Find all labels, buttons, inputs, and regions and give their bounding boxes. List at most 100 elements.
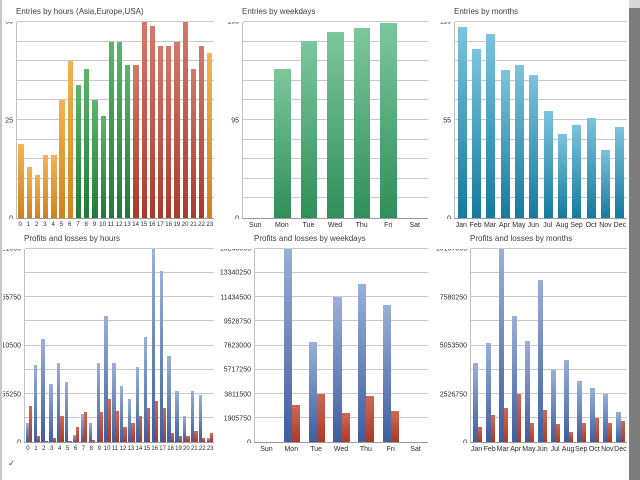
x-tick-label: Fri xyxy=(386,446,395,453)
x-tick-label: 16 xyxy=(151,446,159,452)
category-slot xyxy=(402,22,428,218)
gridline xyxy=(17,197,214,199)
gridline xyxy=(455,177,627,179)
bar xyxy=(41,339,45,442)
x-tick-label: 3 xyxy=(43,222,47,228)
category-slot xyxy=(120,249,128,442)
bar xyxy=(206,437,211,442)
x-tick-label: 13 xyxy=(127,446,135,452)
category-slot xyxy=(42,22,50,218)
x-tick-label: 1 xyxy=(26,222,31,228)
bar xyxy=(116,41,123,218)
x-tick-label: 22 xyxy=(198,222,205,228)
plot-area xyxy=(24,248,214,443)
bar xyxy=(202,437,206,442)
plot-area xyxy=(242,21,428,219)
category-slot xyxy=(584,22,598,218)
bar xyxy=(380,23,397,218)
gridline xyxy=(17,40,214,42)
chart-title: Entries by weekdays xyxy=(242,7,316,16)
x-tick-label: Nov xyxy=(601,446,614,453)
x-tick-label: 11 xyxy=(111,446,119,452)
vertical-scrollbar[interactable] xyxy=(629,0,640,480)
bar xyxy=(147,407,151,442)
bar xyxy=(472,48,481,218)
bar xyxy=(198,45,205,218)
bar xyxy=(568,431,573,442)
category-slot xyxy=(112,249,120,442)
gridline xyxy=(471,344,627,346)
y-axis: 10107000 7580250 5053500 2526750 0 xyxy=(431,249,469,443)
x-tick-label: Thu xyxy=(359,446,372,453)
x-tick-label: Aug xyxy=(555,222,569,229)
y-tick-label: 0 xyxy=(463,439,467,444)
bar xyxy=(194,431,198,442)
x-tick-label: Feb xyxy=(469,222,482,229)
gridline xyxy=(471,320,627,322)
category-slot xyxy=(72,249,80,442)
gridline xyxy=(471,248,627,249)
bar xyxy=(390,411,400,442)
bar xyxy=(25,422,29,442)
bar xyxy=(577,380,582,442)
bar xyxy=(499,249,504,442)
bar xyxy=(191,390,195,442)
y-tick-label: 15246000 xyxy=(219,249,251,253)
category-slot xyxy=(598,22,612,218)
bar xyxy=(123,427,127,442)
bar xyxy=(292,405,301,442)
category-slot xyxy=(25,249,33,442)
category-slot xyxy=(484,22,498,218)
x-tick-label: Wed xyxy=(333,446,349,453)
bar xyxy=(49,384,53,442)
x-tick-label: Jan xyxy=(470,446,483,453)
bar xyxy=(283,249,293,442)
category-slot xyxy=(135,249,143,442)
y-tick-label: 2526750 xyxy=(439,391,467,398)
y-tick-label: 9021000 xyxy=(3,249,21,253)
bar xyxy=(615,127,625,218)
bar xyxy=(198,394,203,442)
x-tick-label: 5 xyxy=(65,446,70,452)
y-tick-label: 0 xyxy=(9,215,13,220)
category-slot xyxy=(329,249,354,442)
category-slot xyxy=(127,249,135,442)
gridline xyxy=(255,248,428,249)
category-slot xyxy=(66,22,74,218)
category-slot xyxy=(132,22,140,218)
category-slot xyxy=(107,22,115,218)
x-tick-label: Sat xyxy=(409,222,421,229)
chart-title: Entries by hours (Asia,Europe,USA) xyxy=(16,7,144,16)
x-tick-label: Jun xyxy=(527,222,539,229)
gridline xyxy=(25,368,214,370)
category-slot xyxy=(99,22,107,218)
gridline xyxy=(17,99,214,101)
y-tick-label: 2255250 xyxy=(3,391,21,398)
bar xyxy=(551,369,556,442)
x-tick-label: Oct xyxy=(588,446,600,453)
gridline xyxy=(471,416,627,418)
x-tick-label: Nov xyxy=(599,222,612,229)
plot-area xyxy=(254,248,428,443)
bar xyxy=(57,362,61,442)
gridline xyxy=(471,272,627,274)
x-tick-label: Aug xyxy=(561,446,575,453)
bar xyxy=(80,414,85,442)
x-tick-label: Oct xyxy=(585,222,597,229)
y-tick-label: 7580250 xyxy=(439,294,467,301)
bar xyxy=(159,270,163,442)
gridline xyxy=(17,177,214,179)
gridline xyxy=(25,392,214,394)
x-tick-label: May xyxy=(522,446,536,453)
x-tick-label: Jul xyxy=(550,446,560,453)
bar xyxy=(182,22,188,218)
bar xyxy=(91,439,96,442)
scrollbar-top-button[interactable] xyxy=(629,0,640,8)
y-axis: 50 25 0 xyxy=(3,22,15,219)
x-axis: Sun Mon Tue Wed Thu Fri Sat xyxy=(242,220,428,231)
category-slot xyxy=(349,22,375,218)
x-tick-label: Mon xyxy=(284,446,299,453)
category-slot xyxy=(484,249,497,442)
y-tick-label: 190 xyxy=(227,22,239,26)
bar xyxy=(210,433,214,442)
